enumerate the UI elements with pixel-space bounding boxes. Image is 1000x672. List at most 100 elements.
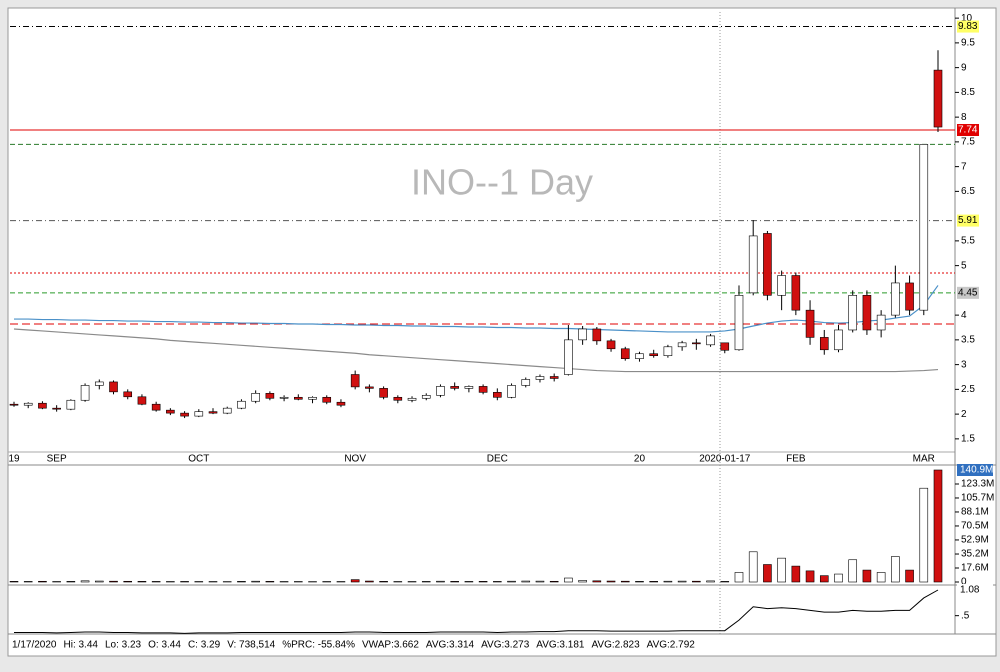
candle-body [407, 397, 417, 401]
candle-body [350, 374, 360, 388]
volume-bar [592, 580, 602, 583]
volume-bar [635, 581, 644, 583]
volume-bar [9, 581, 19, 583]
level-box [957, 20, 979, 33]
candle-body [734, 295, 744, 351]
y-tick-label: 8.5 [961, 87, 975, 98]
level-label: 9.83 [958, 21, 978, 32]
volume-bar [123, 580, 133, 583]
x-tick-label: FEB [786, 454, 806, 465]
candle-body [294, 396, 303, 400]
y-tick-label: 9 [961, 62, 967, 73]
volume-bar [620, 580, 630, 583]
candle-body [706, 335, 715, 346]
volume-bar [421, 581, 431, 583]
volume-bar [23, 581, 33, 583]
volume-bar [777, 557, 786, 583]
volume-bar [578, 580, 587, 583]
value-box [957, 464, 993, 476]
candle-body [905, 282, 914, 311]
y-tick-label: 4 [961, 310, 967, 321]
volume-bar [464, 581, 474, 583]
level-label: 4.45 [958, 287, 978, 298]
y-tick-label: 88.1M [961, 507, 989, 518]
volume-bar [791, 565, 801, 583]
volume-bar [734, 572, 744, 583]
x-tick-label: DEC [487, 454, 508, 465]
y-tick-label: .5 [961, 610, 970, 621]
candle-body [208, 411, 218, 414]
status-field: AVG:3.314 [426, 640, 475, 651]
volume-bar [365, 580, 374, 583]
candle-body [848, 295, 858, 331]
x-tick-label: 19 [8, 454, 20, 465]
status-field: AVG:3.181 [536, 640, 585, 651]
y-tick-label: 9.5 [961, 38, 975, 49]
volume-bar [109, 580, 118, 583]
y-tick-label: 1.5 [961, 434, 975, 445]
candle-body [507, 385, 516, 398]
y-tick-label: 10 [961, 13, 973, 24]
value-box [957, 584, 993, 596]
candle-body [891, 282, 900, 316]
y-tick-label: 8 [961, 112, 967, 123]
volume-bar [137, 581, 147, 583]
candle-body [933, 69, 943, 128]
candle-body [222, 407, 232, 414]
level-box [957, 286, 979, 299]
candle-body [720, 342, 730, 351]
status-field: VWAP:3.662 [362, 640, 419, 651]
candle-body [564, 339, 573, 375]
y-tick-label: 0 [961, 577, 967, 588]
volume-bar [834, 573, 843, 583]
candle-body [763, 233, 772, 296]
volume-bar [436, 580, 445, 583]
candle-body [862, 295, 872, 331]
candle-body [649, 353, 658, 357]
candle-body [677, 342, 687, 348]
value-label: 140.9M [960, 465, 993, 476]
candle-body [592, 328, 602, 342]
candle-body [251, 393, 260, 402]
volume-bar [478, 581, 488, 583]
volume-bar [891, 556, 900, 583]
candle-body [777, 275, 786, 296]
status-field: Hi: 3.44 [64, 640, 99, 651]
volume-bar [265, 581, 275, 583]
volume-bar [748, 551, 758, 583]
candle-body [450, 386, 459, 389]
volume-bar [677, 580, 687, 583]
candle-body [237, 400, 246, 409]
volume-bar [350, 579, 360, 583]
volume-bar [848, 559, 858, 583]
volume-bar [535, 580, 545, 583]
x-tick-label: SEP [47, 454, 67, 465]
x-tick-label: 20 [634, 454, 646, 465]
candle-body [805, 309, 815, 338]
level-box [957, 214, 979, 227]
volume-bar [180, 581, 189, 583]
volume-bar [80, 580, 90, 583]
candle-body [38, 402, 47, 409]
y-tick-label: 3 [961, 359, 967, 370]
volume-bar [692, 580, 701, 583]
chart-title: INO--1 Day [411, 162, 593, 203]
value-label: 1.08 [960, 585, 980, 596]
candle-body [265, 393, 275, 399]
candle-body [436, 386, 445, 396]
volume-bar [905, 569, 914, 583]
status-field: V: 738,514 [227, 640, 275, 651]
volume-bar [66, 581, 76, 583]
candle-body [521, 379, 531, 386]
candle-body [308, 396, 317, 400]
candle-body [23, 402, 33, 406]
x-tick-label: 2020-01-17 [699, 454, 751, 465]
moving-average [14, 285, 939, 333]
status-field: C: 3.29 [188, 640, 221, 651]
candle-body [578, 328, 587, 341]
volume-bar [450, 581, 459, 583]
level-label: 7.74 [958, 125, 978, 136]
level-box [957, 124, 979, 137]
status-field: 1/17/2020 [12, 640, 57, 651]
